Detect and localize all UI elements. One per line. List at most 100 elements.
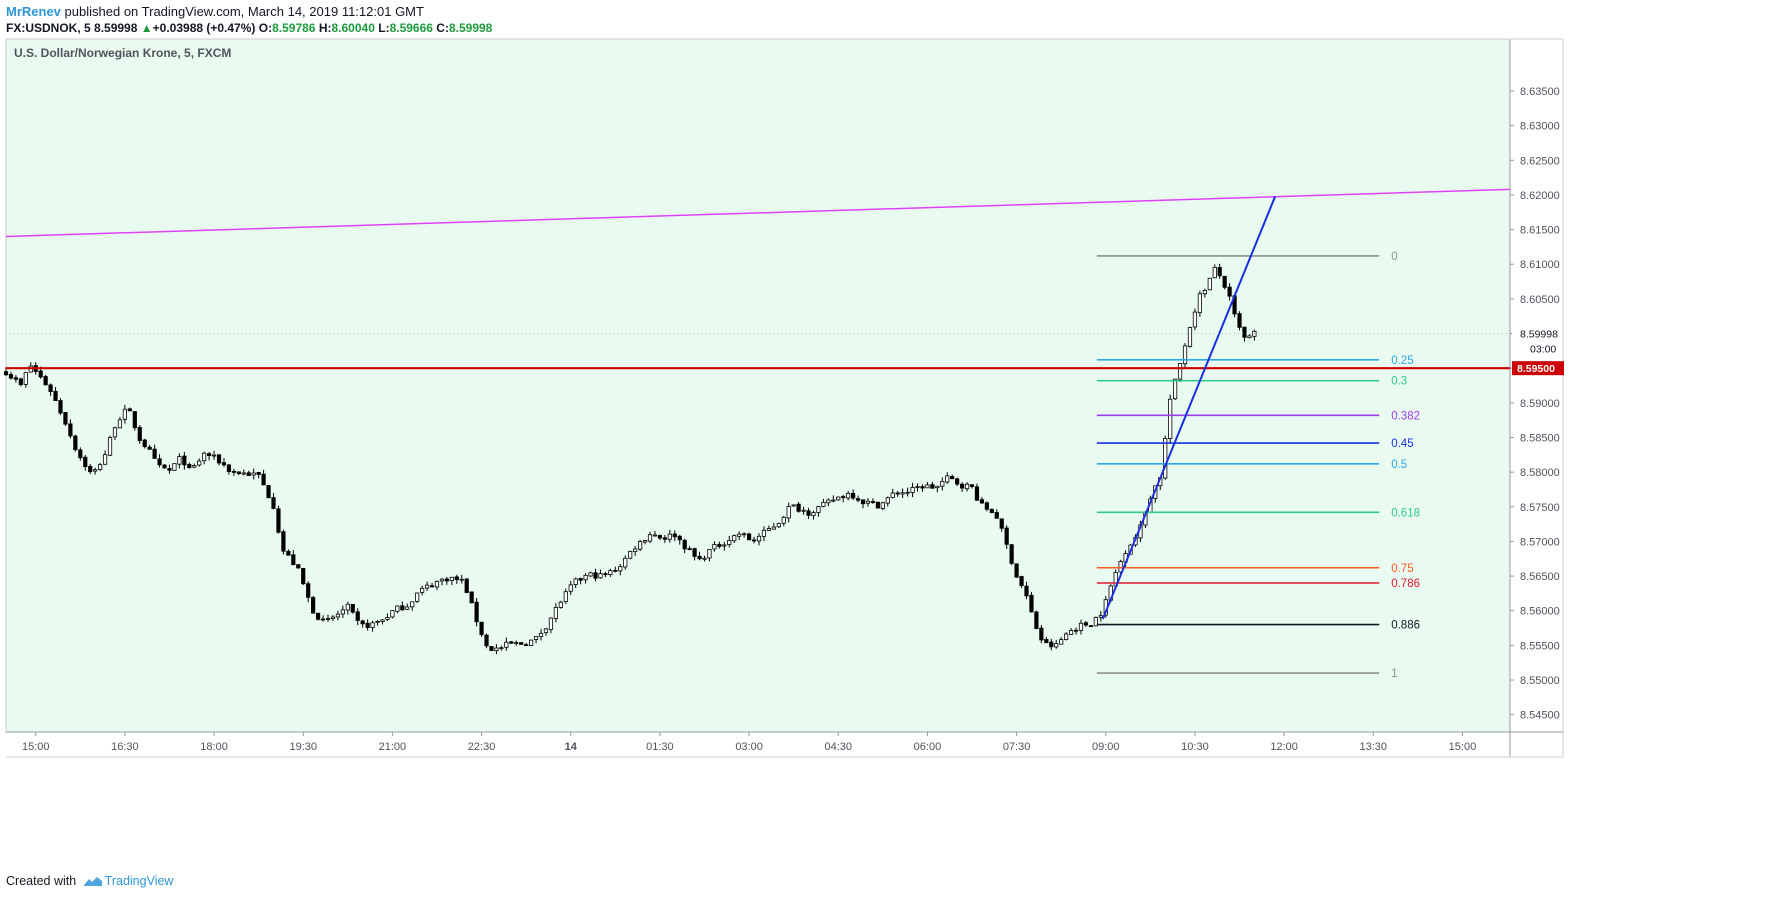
tradingview-brand-link[interactable]: TradingView xyxy=(104,874,174,888)
candle-body xyxy=(732,535,737,542)
fib-level-label: 0.75 xyxy=(1391,563,1413,575)
x-tick-label: 03:00 xyxy=(735,741,763,753)
candle-body xyxy=(117,419,123,429)
x-tick-label: 09:00 xyxy=(1092,741,1120,753)
candle-body xyxy=(469,591,474,604)
candle-body xyxy=(860,499,866,505)
y-tick-label: 8.63000 xyxy=(1520,121,1560,133)
candle-body xyxy=(727,540,732,546)
candle-body xyxy=(821,501,826,507)
y-tick-label: 8.55500 xyxy=(1520,640,1560,652)
candle-body xyxy=(330,616,336,620)
candle-body xyxy=(994,512,999,519)
candle-body xyxy=(786,506,791,519)
current-price-tag xyxy=(1512,325,1562,356)
x-tick-label: 10:30 xyxy=(1181,741,1209,753)
candle-body xyxy=(385,617,390,620)
candle-body xyxy=(548,617,554,630)
support-price-label: 8.59500 xyxy=(1517,363,1555,375)
candle-body xyxy=(216,454,222,464)
candle-body xyxy=(23,372,28,385)
candle-body xyxy=(221,462,227,466)
fib-level-label: 0.886 xyxy=(1391,620,1420,632)
candle-body xyxy=(1004,527,1009,545)
y-tick-label: 8.56500 xyxy=(1520,571,1560,583)
candle-body xyxy=(831,499,836,502)
candle-body xyxy=(395,605,400,612)
candle-body xyxy=(390,610,395,618)
candle-body xyxy=(846,492,851,499)
y-tick-label: 8.63500 xyxy=(1520,86,1560,98)
candle-body xyxy=(102,454,108,465)
x-tick-label: 15:00 xyxy=(1449,741,1477,753)
y-tick-label: 8.58500 xyxy=(1520,432,1560,444)
candle-body xyxy=(261,473,266,486)
candle-body xyxy=(969,484,975,487)
candle-body xyxy=(598,573,603,579)
candle-body xyxy=(360,620,365,625)
candle-body xyxy=(855,498,861,501)
candle-body xyxy=(657,535,663,539)
fib-level-label: 0.25 xyxy=(1391,355,1413,367)
support-price-tag xyxy=(1512,361,1564,376)
candle-body xyxy=(1247,335,1252,339)
candle-body xyxy=(935,485,940,489)
close-value: 8.59998 xyxy=(448,21,493,35)
y-tick-label: 8.54500 xyxy=(1520,710,1560,722)
x-tick-label: 12:00 xyxy=(1270,741,1298,753)
candle-body xyxy=(271,497,276,509)
candle-body xyxy=(296,564,301,569)
candle-body xyxy=(1197,293,1202,314)
fib-level-label: 0.5 xyxy=(1391,459,1407,471)
candle-body xyxy=(647,534,653,542)
candle-body xyxy=(415,592,420,602)
candle-body xyxy=(286,550,291,556)
candle-body xyxy=(1173,378,1178,400)
bar-countdown-label: 03:00 xyxy=(1530,344,1556,356)
candle-body xyxy=(207,453,212,457)
candle-body xyxy=(578,578,583,581)
fib-level-label: 0.45 xyxy=(1391,438,1413,450)
candle-body xyxy=(697,555,702,560)
candle-body xyxy=(989,508,994,514)
candle-body xyxy=(301,567,306,585)
candle-body xyxy=(434,580,440,588)
candle-body xyxy=(776,523,781,528)
fib-level-label: 0.3 xyxy=(1391,376,1407,388)
candle-body xyxy=(345,603,350,611)
price-change: +0.03988 (+0.47%) xyxy=(152,21,256,35)
x-tick-label: 22:30 xyxy=(468,741,496,753)
candle-body xyxy=(444,578,449,582)
candle-body xyxy=(68,423,73,437)
candle-body xyxy=(1019,576,1024,587)
candle-body xyxy=(885,497,890,504)
candle-body xyxy=(256,471,261,475)
candle-body xyxy=(841,496,846,498)
candle-body xyxy=(979,499,985,504)
candle-body xyxy=(1237,313,1242,328)
fib-level-label: 0.382 xyxy=(1391,410,1420,422)
candle-body xyxy=(335,613,341,618)
candle-body xyxy=(672,533,677,538)
author-link[interactable]: MrRenev xyxy=(6,4,61,19)
candle-body xyxy=(1177,363,1183,380)
candle-body xyxy=(439,578,445,582)
candle-body xyxy=(147,446,152,450)
candle-body xyxy=(58,400,63,414)
y-tick-label: 8.57000 xyxy=(1520,536,1560,548)
candle-body xyxy=(543,628,549,634)
x-tick-label: 15:00 xyxy=(22,741,50,753)
chart-title: U.S. Dollar/Norwegian Krone, 5, FXCM xyxy=(14,46,231,60)
y-tick-label: 8.58000 xyxy=(1520,467,1560,479)
candle-body xyxy=(494,647,499,651)
price-chart[interactable]: U.S. Dollar/Norwegian Krone, 5, FXCM 8.54… xyxy=(0,0,1788,860)
candle-body xyxy=(692,548,697,557)
candle-body xyxy=(192,465,197,468)
candle-body xyxy=(826,499,831,504)
x-tick-label: 21:00 xyxy=(379,741,407,753)
candle-body xyxy=(1163,438,1168,479)
candle-body xyxy=(1222,275,1227,288)
candle-body xyxy=(1078,622,1084,631)
candle-body xyxy=(514,642,519,644)
candle-body xyxy=(1182,345,1188,365)
